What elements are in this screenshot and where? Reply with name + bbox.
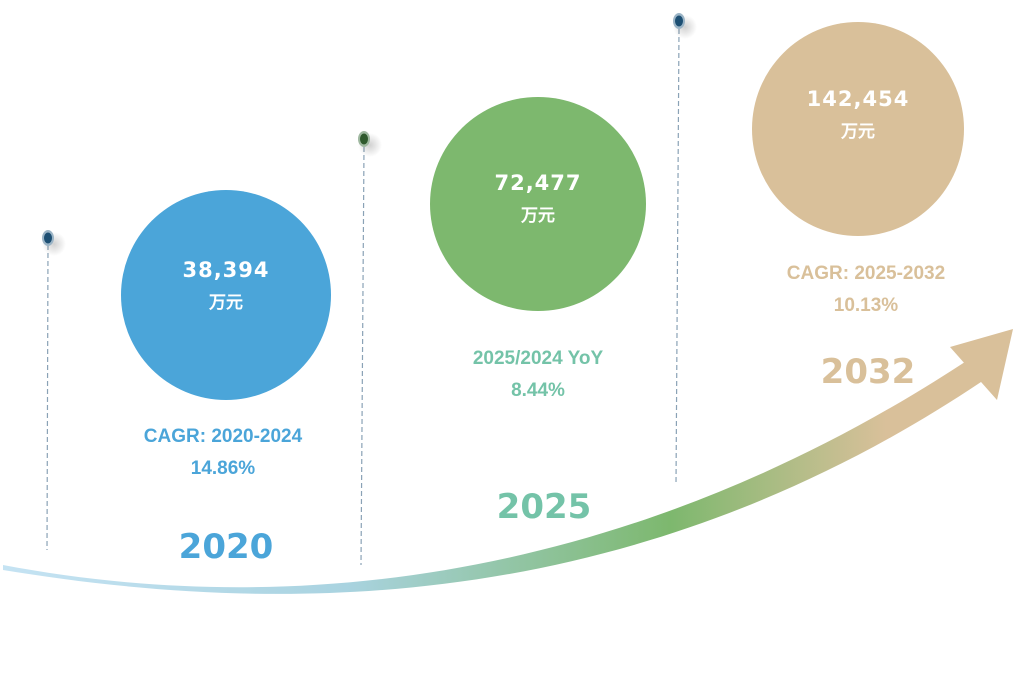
unit: 万元: [841, 121, 875, 142]
metric-2020: CAGR: 2020-2024 14.86%: [93, 421, 353, 485]
timeline-pin-2020: [42, 230, 66, 551]
timeline-pin-2025: [358, 131, 382, 566]
metric-label: CAGR: 2020-2024: [143, 426, 303, 447]
unit: 万元: [521, 205, 555, 226]
value-circle-2032: 142,454 万元: [752, 22, 964, 236]
metric-2025: 2025/2024 YoY 8.44%: [408, 343, 668, 407]
metric-label: 2025/2024 YoY: [472, 348, 604, 369]
unit: 万元: [209, 292, 243, 313]
value: 142,454: [806, 86, 910, 111]
year-2020: 2020: [178, 527, 274, 567]
value-circle-2020: 38,394 万元: [121, 190, 331, 400]
value-circle-2025: 72,477 万元: [430, 97, 646, 311]
timeline-pin-2032: [673, 13, 697, 486]
metric-2032: CAGR: 2025-2032 10.13%: [736, 258, 996, 322]
metric-rate: 14.86%: [190, 458, 256, 479]
metric-rate: 8.44%: [511, 380, 565, 401]
growth-arrow-head: [950, 329, 1013, 400]
year-2025: 2025: [496, 487, 592, 527]
growth-arrow-shaft: [3, 360, 984, 594]
value: 38,394: [182, 257, 270, 282]
value: 72,477: [494, 170, 582, 195]
metric-rate: 10.13%: [833, 295, 899, 316]
metric-label: CAGR: 2025-2032: [786, 263, 946, 284]
year-2032: 2032: [820, 352, 916, 392]
